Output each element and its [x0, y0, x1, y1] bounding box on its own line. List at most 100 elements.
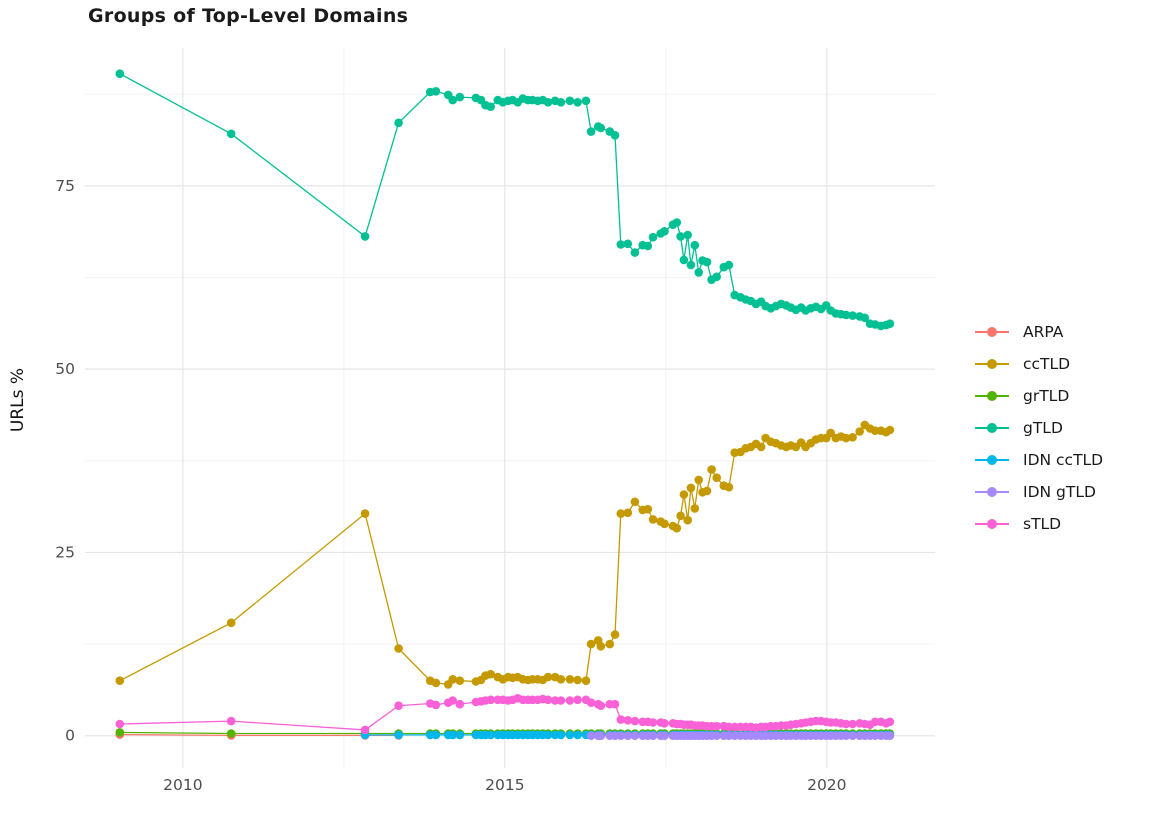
data-series-cctld	[115, 420, 895, 689]
data-series-idn-gtld	[586, 731, 895, 740]
legend-dot-icon	[987, 359, 997, 369]
data-point	[581, 676, 591, 685]
data-point	[630, 731, 640, 740]
data-point	[431, 730, 441, 740]
data-point	[586, 731, 596, 740]
data-point	[648, 232, 658, 242]
data-point	[581, 96, 591, 106]
data-point	[643, 241, 653, 251]
legend-dot-icon	[987, 519, 997, 529]
legend-item-idn-gtld: IDN gTLD	[975, 476, 1103, 508]
data-point	[360, 509, 370, 518]
data-point	[630, 497, 640, 507]
data-point	[648, 718, 658, 727]
data-point	[565, 730, 575, 740]
data-point	[486, 730, 496, 740]
data-point	[712, 272, 721, 282]
data-point	[712, 721, 721, 731]
data-point	[885, 717, 895, 727]
data-point	[841, 731, 851, 740]
legend-dot-icon	[987, 327, 997, 337]
legend-key-icon	[975, 325, 1009, 339]
data-point	[690, 504, 700, 513]
data-point	[623, 731, 633, 740]
data-point	[586, 127, 596, 136]
data-point	[596, 642, 606, 651]
data-point	[394, 644, 403, 653]
data-point	[660, 731, 669, 740]
legend-item-arpa: ARPA	[975, 316, 1103, 348]
data-point	[707, 465, 716, 474]
data-point	[431, 700, 441, 710]
data-point	[226, 618, 236, 628]
legend: ARPA ccTLD grTLD gTLD IDN ccTLD IDN gTLD sTLD	[975, 316, 1103, 540]
data-point	[610, 131, 620, 140]
data-point	[565, 675, 575, 684]
data-point	[702, 486, 712, 496]
legend-key-icon	[975, 485, 1009, 499]
data-point	[573, 695, 582, 705]
data-point	[573, 730, 582, 740]
data-point	[616, 240, 626, 249]
legend-key-icon	[975, 389, 1009, 403]
data-point	[686, 483, 696, 493]
data-point	[556, 675, 566, 684]
data-point	[694, 268, 703, 277]
data-point	[431, 678, 441, 688]
data-point	[605, 639, 615, 649]
data-point	[226, 729, 236, 738]
data-point	[694, 475, 703, 485]
legend-dot-icon	[987, 423, 997, 433]
data-series-stld	[115, 694, 895, 735]
data-point	[885, 319, 895, 329]
data-point	[724, 482, 734, 492]
data-point	[690, 240, 700, 250]
data-point	[565, 96, 575, 106]
data-point	[573, 675, 582, 685]
data-point	[712, 731, 721, 740]
data-point	[616, 715, 626, 724]
legend-item-idn-cctld: IDN ccTLD	[975, 444, 1103, 476]
data-point	[679, 490, 689, 499]
data-point	[394, 118, 403, 128]
data-point	[848, 731, 857, 740]
data-point	[672, 523, 682, 533]
data-point	[756, 442, 766, 452]
data-point	[841, 719, 851, 729]
data-point	[486, 669, 496, 679]
data-point	[543, 672, 553, 682]
data-point	[630, 716, 640, 726]
data-point	[616, 731, 626, 740]
data-point	[596, 701, 606, 710]
legend-label: ARPA	[1023, 323, 1064, 341]
data-point	[455, 699, 465, 709]
data-point	[702, 257, 712, 267]
data-point	[115, 69, 125, 78]
data-point	[848, 719, 857, 729]
y-tick-label: 0	[65, 727, 75, 745]
data-point	[860, 313, 870, 323]
legend-item-gtld: gTLD	[975, 412, 1103, 444]
y-tick-label: 25	[55, 543, 75, 561]
legend-item-stld: sTLD	[975, 508, 1103, 540]
data-point	[648, 731, 658, 740]
data-point	[712, 473, 721, 483]
data-point	[885, 731, 895, 740]
data-point	[683, 515, 692, 525]
data-point	[455, 730, 465, 740]
y-tick-label: 50	[55, 360, 75, 378]
data-point	[394, 701, 403, 710]
data-point	[623, 716, 633, 725]
data-point	[848, 311, 857, 320]
data-point	[431, 87, 441, 96]
data-point	[360, 232, 370, 241]
data-point	[648, 515, 658, 524]
data-point	[556, 730, 566, 740]
data-point	[486, 695, 496, 705]
data-point	[586, 698, 596, 707]
data-point	[660, 227, 669, 236]
data-point	[394, 730, 403, 740]
data-point	[543, 98, 553, 107]
data-point	[115, 719, 125, 729]
